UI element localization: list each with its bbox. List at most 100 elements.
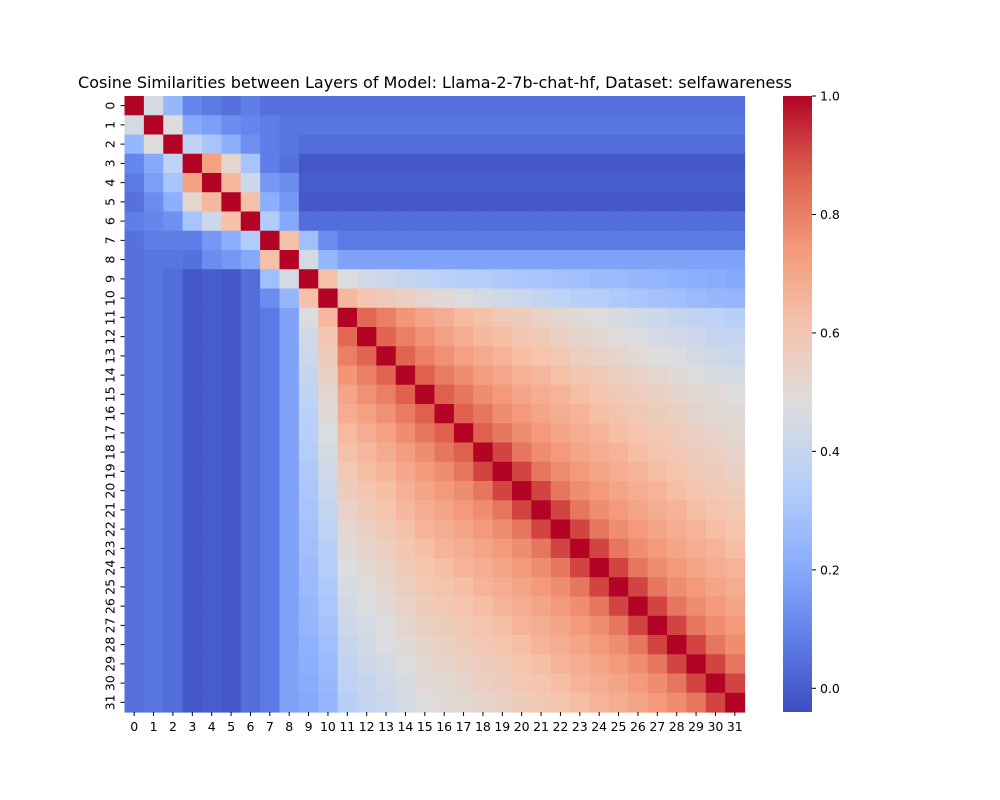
heatmap-cell-25-31 bbox=[725, 577, 746, 598]
heatmap-cell-29-5 bbox=[221, 654, 242, 675]
heatmap-cell-31-2 bbox=[163, 692, 184, 713]
heatmap-cell-25-26 bbox=[628, 577, 649, 598]
heatmap-cell-25-25 bbox=[608, 577, 629, 598]
heatmap-cell-24-19 bbox=[492, 558, 513, 578]
heatmap-cell-20-13 bbox=[376, 481, 397, 501]
heatmap-cell-2-22 bbox=[550, 134, 571, 155]
heatmap-cell-18-14 bbox=[395, 442, 416, 463]
heatmap-cell-15-30 bbox=[705, 384, 726, 405]
heatmap-cell-5-14 bbox=[395, 192, 416, 213]
heatmap-cell-11-4 bbox=[202, 307, 222, 328]
heatmap-cell-9-0 bbox=[124, 269, 145, 290]
heatmap-cell-13-13 bbox=[376, 346, 397, 367]
heatmap-cell-15-27 bbox=[647, 384, 668, 405]
x-tick-label: 31 bbox=[727, 719, 743, 734]
heatmap-cell-22-25 bbox=[608, 519, 629, 540]
heatmap-cell-28-5 bbox=[221, 635, 242, 655]
heatmap-cell-29-26 bbox=[628, 654, 649, 675]
heatmap-cell-11-5 bbox=[221, 307, 242, 328]
heatmap-cell-30-0 bbox=[124, 673, 145, 694]
heatmap-cell-30-26 bbox=[628, 673, 649, 694]
heatmap-cell-5-23 bbox=[570, 192, 591, 213]
heatmap-cell-1-31 bbox=[725, 115, 746, 136]
x-tick-label: 4 bbox=[208, 719, 216, 734]
heatmap-cell-6-9 bbox=[298, 211, 319, 232]
y-tick-label: 11 bbox=[103, 309, 118, 325]
heatmap-cell-30-22 bbox=[550, 673, 571, 694]
heatmap-cell-14-10 bbox=[318, 365, 339, 386]
heatmap-cell-15-29 bbox=[686, 384, 707, 405]
heatmap-cell-4-2 bbox=[163, 173, 184, 193]
heatmap-cell-0-8 bbox=[279, 96, 300, 116]
heatmap-cell-15-22 bbox=[550, 384, 571, 405]
y-tick-label: 16 bbox=[103, 406, 118, 422]
heatmap-cell-28-7 bbox=[260, 635, 281, 655]
heatmap-cell-12-13 bbox=[376, 327, 397, 347]
heatmap-cell-27-25 bbox=[608, 615, 629, 636]
heatmap-cell-19-29 bbox=[686, 461, 707, 482]
heatmap-cell-10-25 bbox=[608, 288, 629, 309]
heatmap-cell-19-21 bbox=[531, 461, 552, 482]
heatmap-cell-21-6 bbox=[240, 500, 261, 521]
heatmap-cell-27-31 bbox=[725, 615, 746, 636]
heatmap-cell-24-14 bbox=[395, 558, 416, 578]
heatmap-cell-23-25 bbox=[608, 538, 629, 559]
heatmap-cell-3-7 bbox=[260, 153, 281, 174]
heatmap-cell-3-27 bbox=[647, 153, 668, 174]
heatmap-cell-7-30 bbox=[705, 230, 726, 251]
heatmap-cell-23-24 bbox=[589, 538, 610, 559]
heatmap-cell-28-31 bbox=[725, 635, 746, 655]
heatmap-cell-3-17 bbox=[453, 153, 474, 174]
heatmap-cell-15-11 bbox=[337, 384, 358, 405]
heatmap-cell-17-2 bbox=[163, 423, 184, 444]
heatmap-cell-9-5 bbox=[221, 269, 242, 290]
heatmap-cell-17-26 bbox=[628, 423, 649, 444]
heatmap-cell-10-14 bbox=[395, 288, 416, 309]
heatmap-cell-10-7 bbox=[260, 288, 281, 309]
heatmap-cell-9-27 bbox=[647, 269, 668, 290]
heatmap-cell-7-28 bbox=[667, 230, 687, 251]
x-tick-label: 13 bbox=[378, 719, 394, 734]
heatmap-cell-31-5 bbox=[221, 692, 242, 713]
heatmap-cell-0-5 bbox=[221, 96, 242, 116]
heatmap-cell-17-7 bbox=[260, 423, 281, 444]
heatmap-cell-30-25 bbox=[608, 673, 629, 694]
heatmap-cell-28-4 bbox=[202, 635, 222, 655]
heatmap-cell-7-3 bbox=[182, 230, 203, 251]
heatmap-cell-7-25 bbox=[608, 230, 629, 251]
x-tick-label: 21 bbox=[533, 719, 549, 734]
heatmap-cell-24-13 bbox=[376, 558, 397, 578]
heatmap-cell-30-3 bbox=[182, 673, 203, 694]
heatmap-cell-28-18 bbox=[473, 635, 494, 655]
heatmap-cell-21-31 bbox=[725, 500, 746, 521]
heatmap-cell-13-10 bbox=[318, 346, 339, 367]
heatmap-cell-15-10 bbox=[318, 384, 339, 405]
heatmap-cell-2-29 bbox=[686, 134, 707, 155]
heatmap-cell-28-28 bbox=[667, 635, 687, 655]
heatmap-cell-10-10 bbox=[318, 288, 339, 309]
heatmap-cell-12-2 bbox=[163, 327, 184, 347]
heatmap-cell-9-2 bbox=[163, 269, 184, 290]
heatmap-cell-11-0 bbox=[124, 307, 145, 328]
heatmap-cell-18-23 bbox=[570, 442, 591, 463]
x-tick-label: 22 bbox=[552, 719, 568, 734]
heatmap-cell-1-20 bbox=[512, 115, 532, 136]
heatmap-cell-27-14 bbox=[395, 615, 416, 636]
heatmap-cell-18-20 bbox=[512, 442, 532, 463]
heatmap-cell-6-30 bbox=[705, 211, 726, 232]
heatmap-cell-7-18 bbox=[473, 230, 494, 251]
heatmap-cell-16-10 bbox=[318, 404, 339, 424]
heatmap-cell-11-12 bbox=[357, 307, 377, 328]
heatmap-cell-14-28 bbox=[667, 365, 687, 386]
heatmap-cell-24-5 bbox=[221, 558, 242, 578]
heatmap-cell-31-25 bbox=[608, 692, 629, 713]
heatmap-cell-4-15 bbox=[415, 173, 436, 193]
heatmap-cell-19-10 bbox=[318, 461, 339, 482]
heatmap-cell-0-0 bbox=[124, 96, 145, 116]
heatmap-cell-17-23 bbox=[570, 423, 591, 444]
heatmap-cell-4-7 bbox=[260, 173, 281, 193]
heatmap-cell-14-18 bbox=[473, 365, 494, 386]
heatmap-cell-8-10 bbox=[318, 250, 339, 270]
heatmap-cell-13-20 bbox=[512, 346, 532, 367]
heatmap-cell-26-4 bbox=[202, 596, 222, 617]
